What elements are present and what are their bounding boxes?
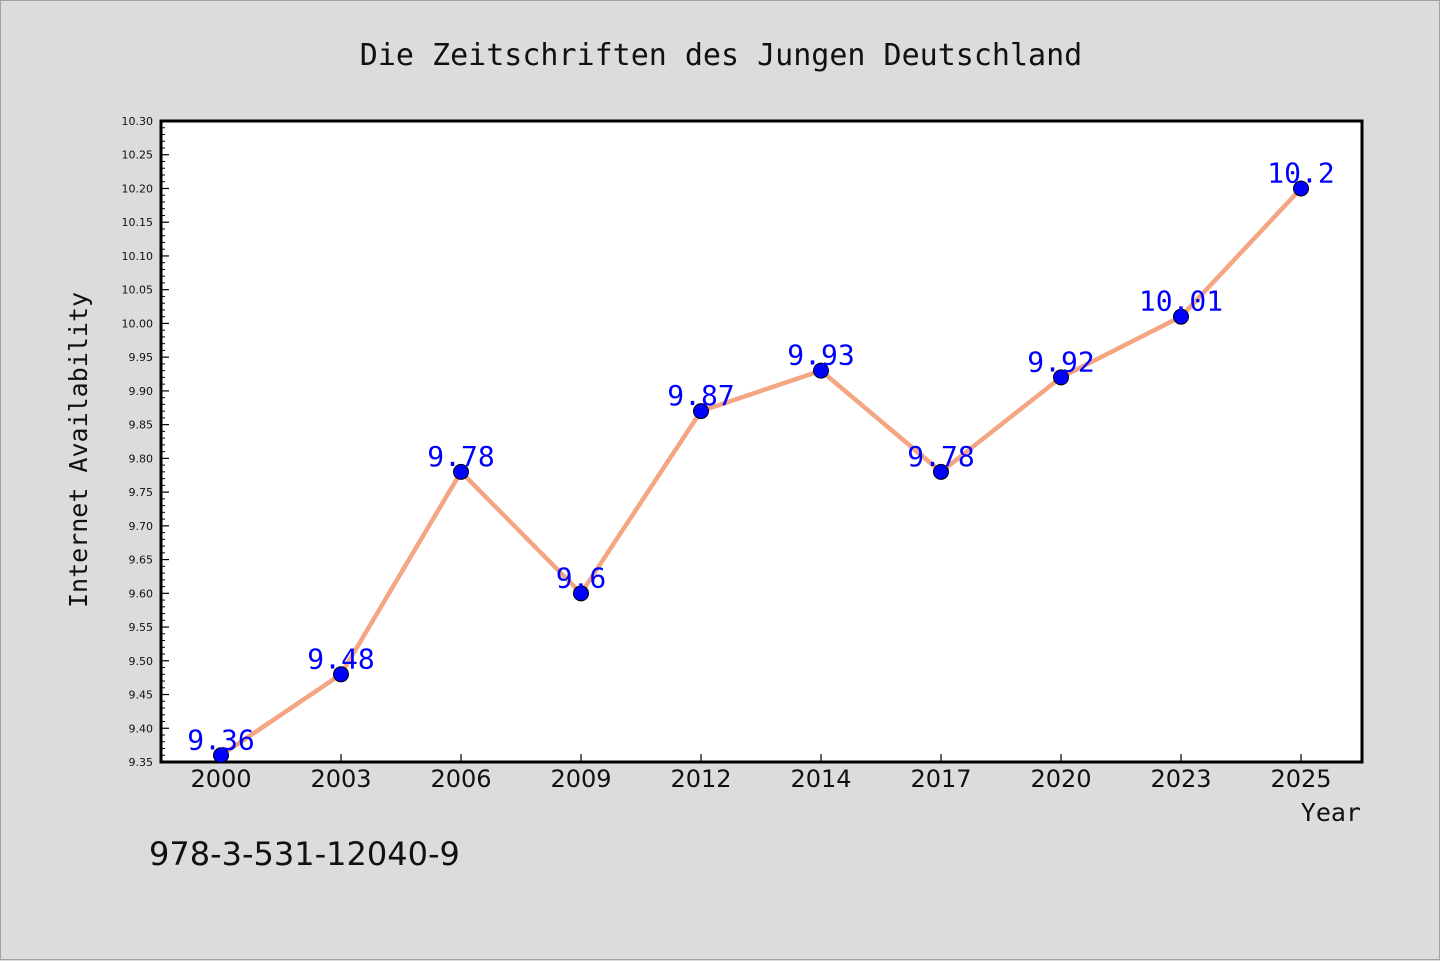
x-axis-label: Year (1301, 798, 1361, 827)
data-point (333, 666, 349, 683)
x-tick-label: 2009 (550, 765, 611, 793)
y-tick-label: 9.85 (129, 419, 154, 432)
data-point (1173, 308, 1189, 325)
x-tick-label: 2023 (1150, 765, 1211, 793)
series-line (218, 186, 1304, 758)
y-tick-label: 9.60 (129, 587, 154, 600)
y-tick-label: 9.90 (129, 385, 154, 398)
data-label: 9.78 (907, 440, 974, 473)
data-label: 9.6 (556, 561, 607, 594)
plot-area (159, 119, 1364, 764)
y-tick-label: 10.20 (122, 182, 154, 195)
x-tick-label: 2017 (910, 765, 971, 793)
x-tick-label: 2012 (670, 765, 731, 793)
isbn-annotation: 978-3-531-12040-9 (149, 835, 460, 873)
y-tick-label: 10.10 (122, 250, 154, 263)
series-line-group (218, 186, 1304, 758)
data-point (1053, 369, 1069, 386)
data-point (813, 362, 829, 379)
data-point (213, 747, 229, 764)
x-tick-label: 2014 (790, 765, 851, 793)
y-tick-label: 10.05 (122, 284, 154, 297)
y-tick-label: 10.15 (122, 216, 154, 229)
data-point (453, 463, 469, 480)
y-axis: 9.35 9.40 9.45 9.50 9.55 9.60 9.65 9.70 9.75 9.80… (122, 115, 169, 769)
y-tick-label: 10.00 (122, 317, 154, 330)
y-tick-label: 9.55 (129, 621, 154, 634)
y-tick-label: 9.35 (129, 756, 154, 769)
data-label: 10.01 (1139, 285, 1223, 318)
data-point-group (213, 180, 1309, 764)
x-axis: 2000 2003 2006 2009 2012 2014 2017 2020 2023 2025 (190, 754, 1332, 793)
y-tick-label: 10.30 (122, 115, 154, 128)
y-tick-label: 9.70 (129, 520, 154, 533)
data-point (573, 585, 589, 602)
y-tick-label: 9.45 (129, 689, 154, 702)
data-point (1293, 180, 1309, 197)
chart-title: Die Zeitschriften des Jungen Deutschland (360, 38, 1082, 73)
data-label: 10.2 (1267, 156, 1334, 189)
x-tick-label: 2020 (1030, 765, 1091, 793)
y-tick-label: 9.80 (129, 452, 154, 465)
data-label: 9.93 (787, 339, 854, 372)
x-tick-label: 2025 (1270, 765, 1331, 793)
data-label: 9.87 (667, 379, 734, 412)
x-tick-label: 2003 (310, 765, 371, 793)
x-tick-label: 2006 (430, 765, 491, 793)
data-label-group: 9.36 9.48 9.78 9.6 9.87 9.93 9.78 9.92 10.01 10.2 (187, 156, 1334, 756)
data-point (693, 403, 709, 420)
data-label: 9.78 (427, 440, 494, 473)
y-tick-label: 9.95 (129, 351, 154, 364)
data-label: 9.48 (307, 642, 374, 675)
y-axis-label: Internet Availability (64, 292, 93, 608)
data-point (933, 463, 949, 480)
y-tick-label: 9.40 (129, 722, 154, 735)
data-label: 9.36 (187, 723, 254, 756)
y-tick-label: 9.75 (129, 486, 154, 499)
y-tick-label: 9.65 (129, 554, 154, 567)
y-tick-label: 10.25 (122, 149, 154, 162)
data-label: 9.92 (1027, 345, 1094, 378)
y-tick-label: 9.50 (129, 655, 154, 668)
x-tick-label: 2000 (190, 765, 251, 793)
